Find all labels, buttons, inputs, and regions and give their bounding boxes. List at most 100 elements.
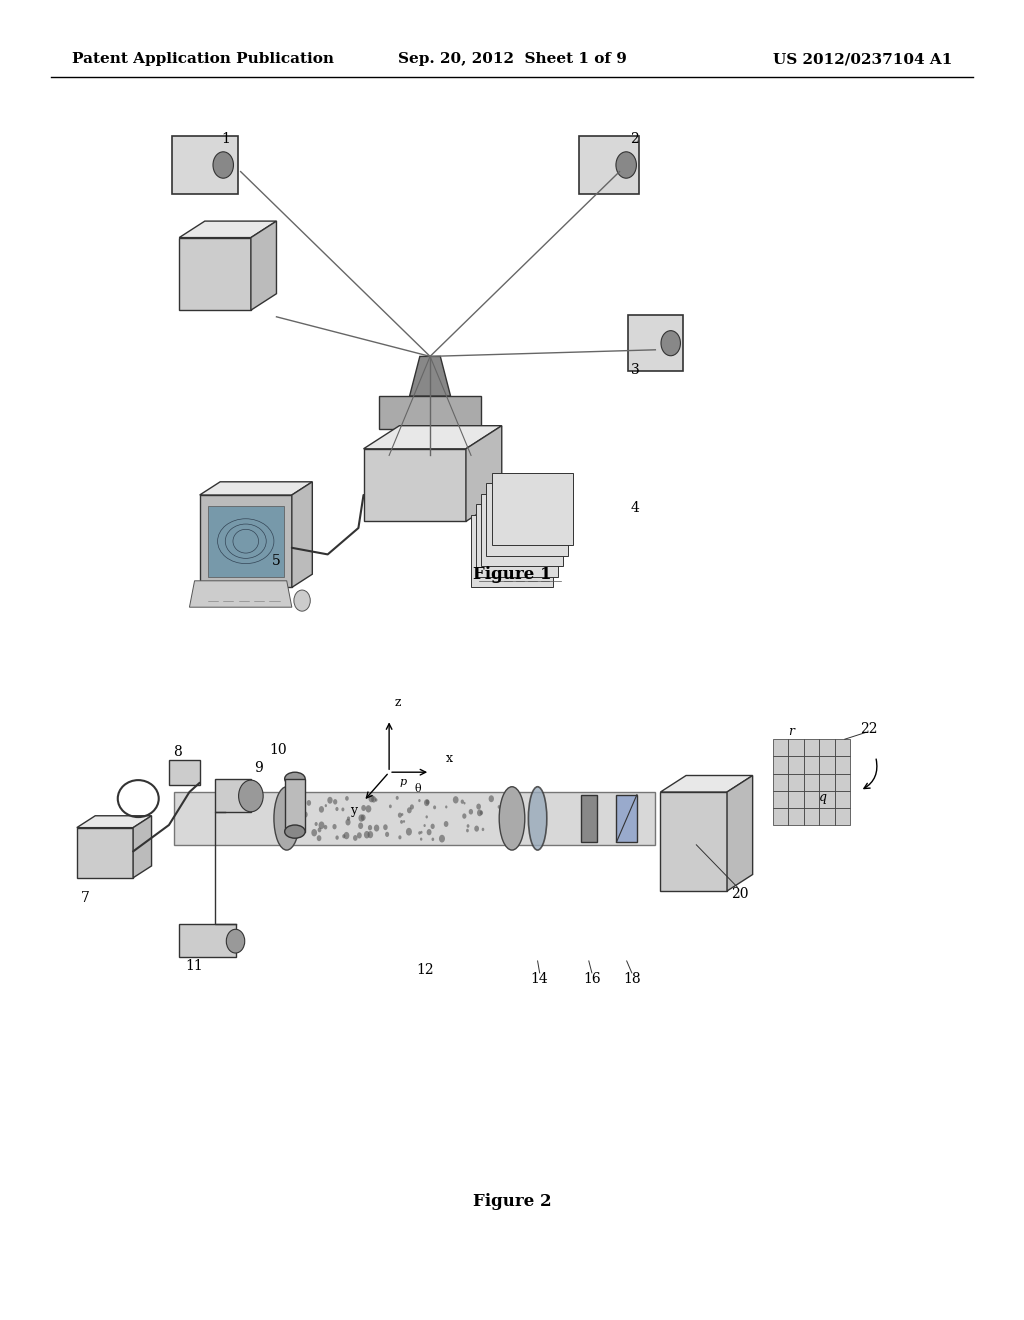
- Text: 20: 20: [730, 887, 749, 900]
- Circle shape: [335, 807, 339, 810]
- Circle shape: [615, 152, 636, 178]
- Circle shape: [368, 825, 372, 830]
- Polygon shape: [773, 808, 788, 825]
- Circle shape: [427, 829, 431, 836]
- Circle shape: [466, 829, 469, 833]
- Polygon shape: [169, 760, 200, 785]
- Polygon shape: [77, 816, 152, 828]
- Circle shape: [325, 804, 327, 807]
- Polygon shape: [492, 473, 573, 545]
- Circle shape: [336, 836, 339, 840]
- Circle shape: [314, 822, 317, 826]
- Text: 14: 14: [530, 973, 549, 986]
- Circle shape: [418, 799, 421, 803]
- Polygon shape: [174, 792, 655, 845]
- Ellipse shape: [285, 772, 305, 785]
- Text: p: p: [399, 777, 407, 788]
- Circle shape: [477, 809, 482, 816]
- Polygon shape: [819, 774, 835, 791]
- Circle shape: [461, 800, 464, 804]
- Circle shape: [361, 805, 366, 810]
- Circle shape: [299, 816, 302, 820]
- Ellipse shape: [285, 825, 305, 838]
- Circle shape: [358, 814, 365, 822]
- Circle shape: [317, 828, 322, 833]
- Polygon shape: [788, 756, 804, 774]
- Text: 8: 8: [173, 746, 181, 759]
- Circle shape: [398, 836, 401, 840]
- Polygon shape: [727, 776, 753, 891]
- Polygon shape: [804, 739, 819, 756]
- Circle shape: [433, 805, 436, 809]
- Text: Sep. 20, 2012  Sheet 1 of 9: Sep. 20, 2012 Sheet 1 of 9: [397, 53, 627, 66]
- Polygon shape: [133, 816, 152, 878]
- Polygon shape: [77, 828, 133, 878]
- Polygon shape: [251, 220, 276, 310]
- Ellipse shape: [500, 787, 524, 850]
- Circle shape: [424, 824, 426, 828]
- Text: US 2012/0237104 A1: US 2012/0237104 A1: [773, 53, 952, 66]
- Circle shape: [302, 799, 305, 803]
- Circle shape: [481, 828, 484, 832]
- Circle shape: [400, 820, 403, 824]
- Polygon shape: [835, 774, 850, 791]
- Polygon shape: [835, 791, 850, 808]
- FancyBboxPatch shape: [580, 136, 639, 194]
- Circle shape: [369, 795, 375, 803]
- Text: y: y: [350, 804, 357, 817]
- Circle shape: [430, 824, 435, 829]
- Ellipse shape: [528, 787, 547, 850]
- Text: 18: 18: [623, 973, 641, 986]
- Polygon shape: [788, 791, 804, 808]
- Circle shape: [385, 832, 389, 837]
- Circle shape: [453, 796, 459, 804]
- Text: r: r: [788, 725, 795, 738]
- Polygon shape: [471, 515, 553, 587]
- Polygon shape: [804, 774, 819, 791]
- Circle shape: [226, 929, 245, 953]
- Circle shape: [333, 824, 337, 829]
- Circle shape: [418, 832, 421, 834]
- Circle shape: [341, 808, 344, 812]
- FancyBboxPatch shape: [628, 315, 683, 371]
- Circle shape: [294, 590, 310, 611]
- Circle shape: [439, 834, 445, 842]
- Polygon shape: [379, 396, 481, 429]
- Polygon shape: [189, 581, 292, 607]
- Text: q: q: [819, 791, 827, 804]
- Polygon shape: [481, 494, 563, 566]
- Polygon shape: [215, 779, 251, 812]
- Polygon shape: [581, 795, 597, 842]
- Polygon shape: [788, 774, 804, 791]
- Circle shape: [662, 330, 680, 355]
- Circle shape: [431, 838, 434, 841]
- Circle shape: [371, 796, 376, 803]
- Circle shape: [311, 829, 317, 837]
- Circle shape: [467, 824, 469, 828]
- Circle shape: [443, 821, 449, 826]
- Circle shape: [424, 800, 429, 807]
- Polygon shape: [285, 779, 305, 832]
- Circle shape: [407, 808, 412, 813]
- Circle shape: [342, 834, 345, 838]
- Polygon shape: [476, 504, 558, 577]
- Polygon shape: [410, 356, 451, 396]
- Polygon shape: [616, 795, 637, 842]
- Polygon shape: [179, 220, 276, 238]
- Text: 4: 4: [631, 502, 639, 515]
- Circle shape: [301, 810, 303, 814]
- Polygon shape: [819, 756, 835, 774]
- Circle shape: [239, 780, 263, 812]
- Circle shape: [364, 832, 370, 838]
- Circle shape: [353, 836, 357, 841]
- Circle shape: [389, 804, 392, 808]
- Text: 9: 9: [254, 762, 262, 775]
- Text: 5: 5: [272, 554, 281, 568]
- Circle shape: [213, 152, 233, 178]
- Circle shape: [360, 814, 366, 821]
- Circle shape: [498, 805, 501, 809]
- Circle shape: [366, 805, 372, 813]
- Text: Patent Application Publication: Patent Application Publication: [72, 53, 334, 66]
- Polygon shape: [835, 739, 850, 756]
- Text: 11: 11: [185, 960, 204, 973]
